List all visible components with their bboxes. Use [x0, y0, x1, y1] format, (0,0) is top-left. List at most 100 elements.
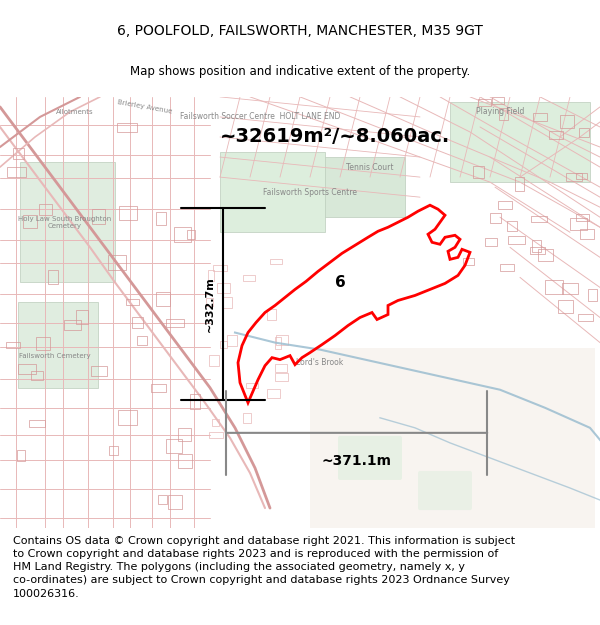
Bar — [209, 432, 223, 438]
Bar — [485, 238, 497, 246]
Bar — [588, 289, 596, 301]
Bar — [580, 229, 595, 239]
Bar — [246, 383, 258, 388]
Bar — [515, 177, 524, 191]
Bar — [212, 419, 219, 426]
Text: 6: 6 — [335, 275, 346, 290]
Bar — [29, 420, 45, 428]
Text: 6, POOLFOLD, FAILSWORTH, MANCHESTER, M35 9GT: 6, POOLFOLD, FAILSWORTH, MANCHESTER, M35… — [117, 24, 483, 38]
Bar — [18, 302, 98, 388]
Bar — [267, 309, 276, 319]
Bar — [13, 148, 24, 159]
Bar — [47, 270, 58, 284]
Bar — [220, 152, 325, 232]
Bar — [310, 157, 405, 218]
Bar — [549, 131, 563, 139]
FancyBboxPatch shape — [418, 471, 472, 510]
Bar — [497, 201, 512, 209]
Bar — [277, 335, 288, 346]
Bar — [220, 341, 227, 348]
Text: Brierley Avenue: Brierley Avenue — [117, 99, 173, 114]
Bar — [108, 255, 126, 270]
Bar — [575, 173, 587, 179]
Bar — [244, 275, 256, 281]
Text: Playing Field: Playing Field — [476, 107, 524, 116]
Bar — [20, 162, 115, 282]
Bar — [190, 394, 200, 409]
Bar — [227, 335, 238, 346]
Bar — [499, 107, 508, 120]
Bar — [490, 214, 501, 224]
Bar — [166, 439, 182, 453]
Bar — [580, 127, 589, 136]
Bar — [18, 364, 36, 374]
Bar — [37, 337, 50, 351]
Bar — [109, 446, 118, 454]
Bar — [530, 247, 545, 254]
Bar — [132, 318, 143, 328]
Bar — [275, 372, 288, 381]
Bar — [268, 389, 280, 398]
FancyBboxPatch shape — [338, 436, 402, 480]
Bar — [17, 449, 25, 461]
Bar — [64, 319, 80, 331]
Bar — [530, 216, 547, 222]
Bar — [507, 221, 517, 231]
Bar — [92, 209, 105, 224]
Bar — [492, 97, 504, 104]
Bar — [91, 366, 107, 376]
Bar — [478, 99, 491, 106]
Bar — [473, 166, 484, 179]
Bar — [538, 249, 553, 261]
Bar — [208, 270, 214, 281]
Bar — [178, 428, 191, 441]
Bar — [158, 495, 167, 504]
Bar — [450, 102, 590, 182]
Bar — [463, 258, 474, 265]
Bar — [243, 412, 251, 423]
Bar — [533, 112, 547, 121]
Text: ~32619m²/~8.060ac.: ~32619m²/~8.060ac. — [220, 127, 450, 146]
Text: Holy Law South Broughton
Cemetery: Holy Law South Broughton Cemetery — [19, 216, 112, 229]
Bar — [558, 300, 573, 313]
Bar — [7, 342, 20, 348]
Bar — [39, 204, 52, 214]
Bar — [570, 217, 587, 231]
Text: Map shows position and indicative extent of the property.: Map shows position and indicative extent… — [130, 65, 470, 78]
Bar — [118, 410, 137, 425]
Bar — [577, 214, 589, 221]
Bar — [560, 115, 574, 128]
Text: Failsworth Cemetery: Failsworth Cemetery — [19, 352, 91, 359]
Text: Failsworth Sports Centre: Failsworth Sports Centre — [263, 188, 357, 197]
Bar — [173, 227, 191, 242]
Bar — [187, 230, 195, 239]
Bar — [23, 215, 37, 228]
Text: Lord's Brook: Lord's Brook — [296, 358, 344, 367]
Bar — [532, 240, 541, 252]
Bar — [117, 123, 137, 132]
Bar — [178, 454, 192, 468]
Bar — [500, 264, 514, 271]
Bar — [213, 265, 227, 271]
Text: Contains OS data © Crown copyright and database right 2021. This information is : Contains OS data © Crown copyright and d… — [13, 536, 515, 599]
Bar — [137, 336, 147, 346]
Bar — [562, 283, 578, 294]
Bar — [166, 319, 184, 326]
Bar — [168, 495, 182, 509]
Bar — [206, 299, 213, 306]
Bar — [275, 364, 287, 372]
Bar — [270, 259, 282, 264]
Bar — [275, 337, 281, 349]
Bar — [157, 292, 170, 306]
Text: Failsworth Soccer Centre  HOLT LANE END: Failsworth Soccer Centre HOLT LANE END — [180, 112, 340, 121]
Bar — [566, 173, 582, 181]
Bar — [76, 310, 88, 324]
Text: ~371.1m: ~371.1m — [322, 454, 392, 468]
Bar — [7, 167, 26, 177]
Text: Allotments: Allotments — [56, 109, 94, 115]
Bar — [157, 212, 166, 224]
Bar — [545, 280, 563, 294]
Bar — [119, 206, 137, 220]
Bar — [508, 236, 525, 244]
Bar — [209, 354, 219, 366]
